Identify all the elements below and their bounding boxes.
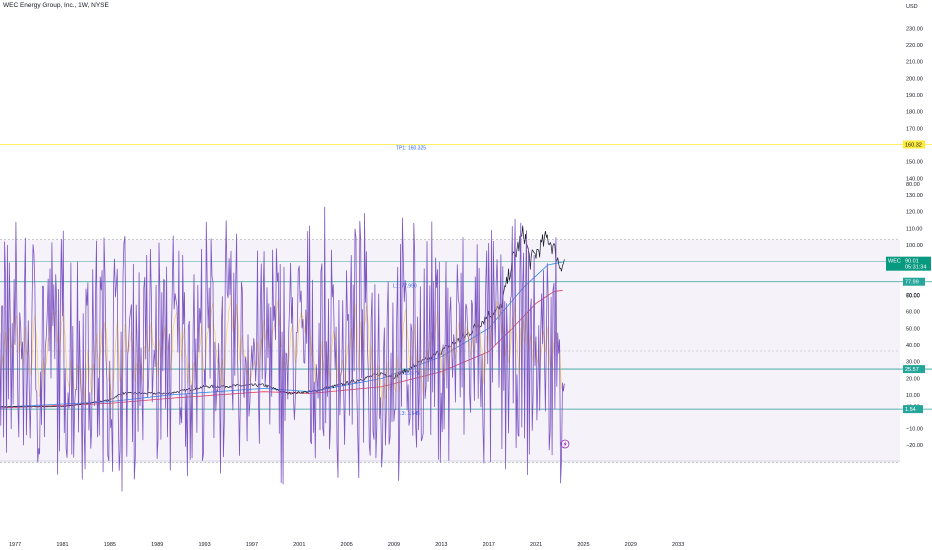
current-price-badge: WEC 90.01 05:31:34 <box>886 256 931 271</box>
svg-text:25.57: 25.57 <box>905 367 919 373</box>
price-tick-label: 200.00 <box>906 76 923 82</box>
price-tick-label: 140.00 <box>906 176 923 182</box>
tp1-level-label: TP1: 160.325 <box>396 145 426 151</box>
time-axis[interactable]: 1977 1981 1985 1989 1993 1997 2001 2005 2009 2013… <box>9 542 684 548</box>
year-tick-label: 2029 <box>625 542 637 548</box>
lightning-icon[interactable] <box>560 439 570 449</box>
price-tick-label: 210.00 <box>906 60 923 66</box>
currency-label: USD <box>906 4 918 10</box>
year-tick-label: 2033 <box>672 542 684 548</box>
l1-price-badge: 77.99 <box>903 277 925 286</box>
current-price-value: 90.01 <box>905 259 919 265</box>
price-tick-label: 170.00 <box>906 126 923 132</box>
price-tick-label: 120.00 <box>906 210 923 216</box>
year-tick-label: 1989 <box>151 542 163 548</box>
price-tick-label: −20.00 <box>906 443 923 449</box>
svg-text:160.32: 160.32 <box>905 142 922 148</box>
year-tick-label: 2025 <box>577 542 589 548</box>
year-tick-label: 2021 <box>530 542 542 548</box>
svg-text:77.99: 77.99 <box>905 280 919 286</box>
price-tick-label: 230.00 <box>906 26 923 32</box>
year-tick-label: 1985 <box>104 542 116 548</box>
price-tick-label: 30.00 <box>906 360 920 366</box>
year-tick-label: 2009 <box>388 542 400 548</box>
tp1-price-badge: 160.32 <box>903 140 925 149</box>
price-tick-label: 130.00 <box>906 193 923 199</box>
year-tick-label: 2013 <box>435 542 447 548</box>
price-tick-label: 190.00 <box>906 93 923 99</box>
price-tick-label: 40.00 <box>906 343 920 349</box>
slow-moving-average-line <box>0 289 563 409</box>
year-tick-label: 1993 <box>198 542 210 548</box>
price-tick-label: 70.00 <box>906 293 920 299</box>
price-tick-label: 100.00 <box>906 243 923 249</box>
chart-title: WEC Energy Group, Inc., 1W, NYSE <box>3 2 109 9</box>
rsi-line <box>0 206 565 492</box>
price-tick-label: −10.00 <box>906 426 923 432</box>
year-tick-label: 2001 <box>293 542 305 548</box>
price-tick-label: 20.00 <box>906 376 920 382</box>
year-tick-label: 1997 <box>246 542 258 548</box>
year-tick-label: 2017 <box>483 542 495 548</box>
price-axis[interactable]: USD 230.00 220.00 210.00 200.00 190.00 180.00… <box>906 4 923 449</box>
price-tick-label: 220.00 <box>906 43 923 49</box>
price-tick-label: 10.00 <box>906 393 920 399</box>
price-tick-label: 150.00 <box>906 160 923 166</box>
bar-countdown: 05:31:34 <box>905 265 926 271</box>
l3-price-badge: 1.54 <box>903 405 923 414</box>
year-tick-label: 1977 <box>9 542 21 548</box>
price-tick-label: 110.00 <box>906 226 922 232</box>
l2-level-label: L2: 25.574 <box>396 371 420 377</box>
symbol-label: WEC <box>888 259 901 265</box>
price-tick-label: 50.00 <box>906 326 920 332</box>
rsi-tick-label: 80.00 <box>906 182 920 188</box>
year-tick-label: 1981 <box>56 542 68 548</box>
rsi-tick-label: 60.00 <box>906 293 920 299</box>
l2-price-badge: 25.57 <box>903 365 925 374</box>
year-tick-label: 2005 <box>341 542 353 548</box>
rsi-signal-line <box>0 294 565 410</box>
l3-level-label: L3: 1.545 <box>399 411 420 417</box>
svg-text:1.54: 1.54 <box>905 407 916 413</box>
price-tick-label: 60.00 <box>906 310 920 316</box>
price-tick-label: 180.00 <box>906 110 923 116</box>
